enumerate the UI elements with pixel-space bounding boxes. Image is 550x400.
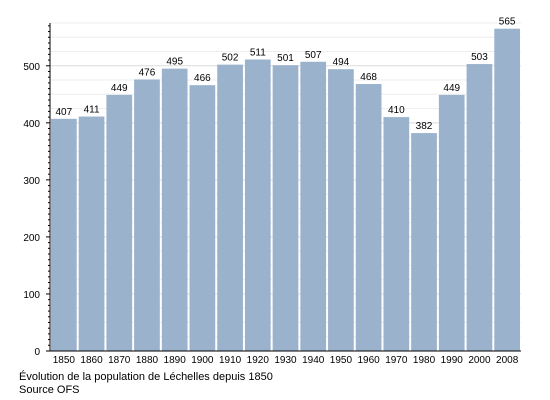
bar-1950 (328, 69, 354, 352)
x-tick-label-1940: 1940 (302, 355, 325, 366)
bar-1940 (300, 61, 327, 352)
data-label-1940: 507 (305, 50, 322, 61)
x-tick-label-1850: 1850 (53, 355, 76, 366)
x-tick-label-1970: 1970 (385, 355, 408, 366)
x-tick-label-1960: 1960 (357, 355, 380, 366)
y-tick-label-300: 300 (23, 176, 40, 187)
bar-1870 (106, 94, 133, 351)
chart-source: Source OFS (19, 384, 80, 396)
data-label-1910: 502 (222, 53, 239, 64)
data-label-1850: 407 (56, 107, 73, 118)
bar-1860 (78, 116, 105, 352)
y-tick-label-100: 100 (23, 290, 40, 301)
bar-1880 (134, 79, 160, 351)
y-axis: 0 100 200 300 400 500 (23, 23, 51, 358)
bar-2000 (466, 64, 493, 352)
bar-1970 (383, 117, 410, 352)
bar-1910 (217, 64, 243, 352)
data-label-1890: 495 (166, 57, 183, 68)
x-tick-label-1980: 1980 (413, 355, 436, 366)
data-label-1870: 449 (111, 83, 128, 94)
x-tick-label-2008: 2008 (496, 355, 519, 366)
x-tick-label-2000: 2000 (468, 355, 491, 366)
data-label-1930: 501 (277, 53, 294, 64)
x-tick-label-1910: 1910 (219, 355, 242, 366)
y-tick-label-0: 0 (34, 347, 40, 358)
bar-1980 (411, 133, 437, 351)
x-tick-label-1880: 1880 (136, 355, 159, 366)
x-axis: 1850 1860 1870 1880 1890 1900 1910 1920 1930 1940… (50, 350, 521, 366)
y-tick-label-500: 500 (23, 62, 40, 73)
bar-1850 (51, 118, 77, 352)
bar-1990 (438, 94, 465, 351)
data-label-1990: 449 (443, 83, 460, 94)
data-label-1900: 466 (194, 73, 211, 84)
bar-1890 (161, 68, 188, 352)
data-label-1960: 468 (360, 72, 377, 83)
x-tick-label-1890: 1890 (164, 355, 187, 366)
bar-1930 (272, 65, 299, 352)
y-tick-label-200: 200 (23, 233, 40, 244)
x-tick-label-1860: 1860 (80, 355, 103, 366)
x-tick-label-1900: 1900 (191, 355, 214, 366)
bar-1960 (355, 84, 382, 351)
data-label-2000: 503 (471, 52, 488, 63)
chart-caption: Évolution de la population de Léchelles … (19, 371, 273, 383)
x-tick-label-1920: 1920 (247, 355, 270, 366)
x-tick-label-1930: 1930 (274, 355, 297, 366)
data-label-1920: 511 (250, 48, 266, 59)
bar-2008 (494, 28, 520, 352)
data-label-1950: 494 (333, 57, 350, 68)
data-label-2008: 565 (499, 17, 516, 28)
x-tick-label-1870: 1870 (108, 355, 131, 366)
data-label-1880: 476 (139, 67, 156, 78)
data-labels: 407 411 449 476 495 466 502 511 501 507 494 468 410 3… (56, 17, 516, 132)
data-label-1980: 382 (416, 121, 433, 132)
data-label-1860: 411 (84, 105, 100, 116)
x-tick-label-1950: 1950 (330, 355, 353, 366)
bar-1900 (189, 85, 216, 351)
data-label-1970: 410 (388, 105, 405, 116)
bar-1920 (244, 59, 271, 352)
bars (51, 28, 520, 352)
y-tick-label-400: 400 (23, 119, 40, 130)
x-tick-label-1990: 1990 (441, 355, 464, 366)
